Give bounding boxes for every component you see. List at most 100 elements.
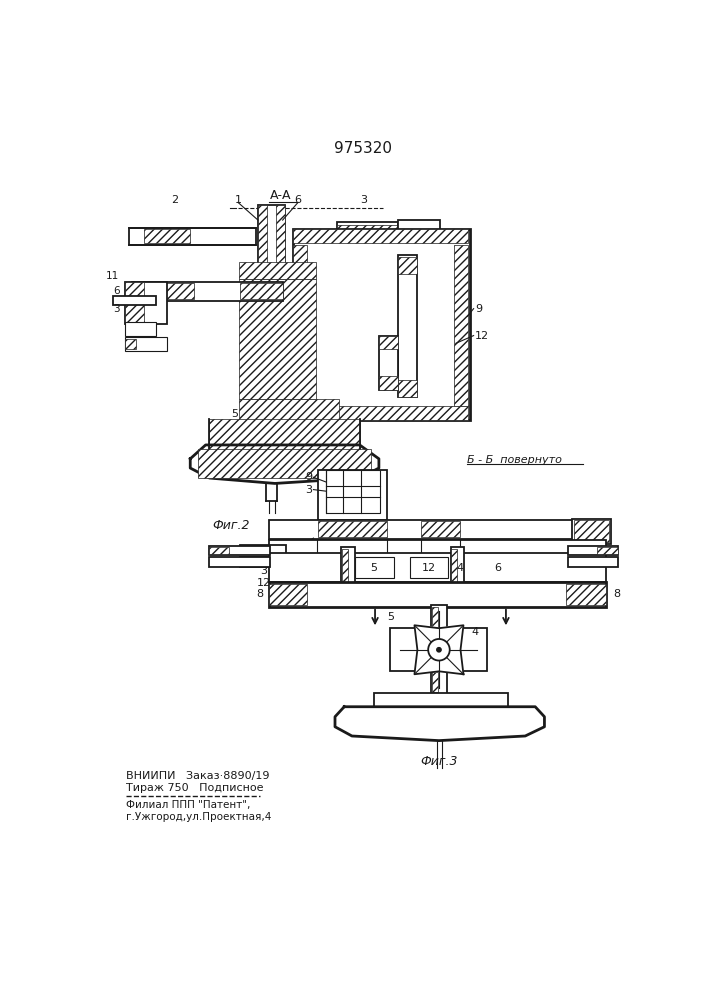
Text: 4: 4 (472, 627, 479, 637)
Circle shape (428, 639, 450, 661)
Text: 9: 9 (475, 304, 482, 314)
Circle shape (437, 647, 441, 652)
Bar (572, 519, 611, 544)
Bar (269, 582, 606, 607)
Bar (398, 249, 439, 257)
Bar (431, 605, 447, 628)
Text: 11: 11 (106, 271, 119, 281)
Text: Филиал ППП "Патент",: Филиал ППП "Патент", (127, 800, 251, 810)
Bar (398, 220, 440, 259)
Bar (144, 229, 190, 243)
Bar (258, 205, 285, 436)
Text: 4: 4 (295, 409, 302, 419)
Text: Б - Б  повернуто: Б - Б повернуто (467, 455, 562, 465)
Text: 4: 4 (456, 563, 463, 573)
Bar (125, 282, 167, 324)
Text: 12: 12 (475, 331, 489, 341)
Bar (379, 336, 398, 389)
Polygon shape (414, 625, 464, 674)
Bar (432, 607, 438, 627)
Bar (337, 225, 398, 237)
Bar (269, 584, 308, 605)
Text: 6: 6 (495, 563, 502, 573)
Text: 3: 3 (305, 485, 312, 495)
Bar (269, 553, 606, 582)
Bar (379, 336, 398, 349)
Text: 9: 9 (305, 472, 312, 482)
Bar (240, 283, 283, 299)
Bar (209, 419, 360, 459)
Bar (318, 470, 387, 520)
Bar (421, 521, 460, 537)
Bar (240, 557, 286, 567)
Bar (276, 205, 285, 436)
Bar (269, 540, 606, 554)
Text: 5: 5 (231, 409, 238, 419)
Text: 5: 5 (387, 612, 394, 622)
Bar (432, 672, 438, 692)
Bar (239, 279, 316, 399)
Bar (132, 283, 194, 299)
Bar (450, 547, 464, 590)
Bar (597, 547, 618, 554)
Bar (240, 545, 286, 554)
Bar (293, 406, 468, 420)
Text: 3: 3 (360, 195, 367, 205)
Bar (398, 257, 417, 274)
Text: 3: 3 (113, 304, 119, 314)
Bar (573, 520, 609, 542)
Bar (239, 262, 316, 279)
Bar (125, 337, 167, 351)
Text: 1: 1 (303, 540, 309, 550)
Bar (409, 557, 448, 578)
Bar (342, 549, 348, 588)
Bar (326, 470, 380, 513)
Bar (455, 245, 468, 406)
Text: 6: 6 (561, 540, 568, 550)
Bar (379, 376, 398, 389)
Bar (568, 546, 618, 555)
Bar (451, 549, 457, 588)
Bar (269, 520, 606, 539)
Bar (258, 205, 267, 436)
Bar (398, 255, 417, 397)
Bar (209, 547, 229, 554)
Bar (293, 229, 468, 243)
Text: ВНИИПИ   Заказ·8890/19: ВНИИПИ Заказ·8890/19 (127, 771, 270, 781)
Text: Фиг.3: Фиг.3 (420, 755, 457, 768)
Text: 3: 3 (260, 566, 267, 576)
Text: 12: 12 (257, 578, 271, 588)
Bar (337, 222, 398, 249)
Text: 975320: 975320 (334, 141, 392, 156)
Bar (293, 229, 469, 420)
Text: 5: 5 (370, 563, 377, 573)
Bar (568, 557, 618, 567)
Polygon shape (335, 707, 544, 741)
Bar (398, 380, 417, 397)
Bar (341, 547, 355, 590)
Bar (240, 559, 256, 565)
Bar (293, 245, 307, 406)
Bar (373, 693, 508, 707)
Bar (125, 322, 156, 336)
Bar (566, 584, 606, 605)
Bar (125, 282, 144, 324)
Text: г.Ужгород,ул.Проектная,4: г.Ужгород,ул.Проектная,4 (127, 812, 271, 822)
Bar (239, 399, 339, 420)
Bar (198, 449, 371, 478)
Text: А-А: А-А (270, 189, 292, 202)
Bar (355, 557, 394, 578)
Bar (390, 628, 486, 671)
Text: 6: 6 (295, 195, 302, 205)
Bar (209, 546, 269, 555)
Text: 8: 8 (256, 589, 264, 599)
Text: 1: 1 (235, 195, 242, 205)
Text: 6: 6 (113, 286, 119, 296)
Bar (431, 671, 447, 694)
Bar (125, 339, 136, 349)
Polygon shape (190, 445, 379, 483)
Text: Фиг.2: Фиг.2 (212, 519, 250, 532)
Text: 8: 8 (614, 589, 621, 599)
Bar (337, 237, 398, 247)
Text: 12: 12 (422, 563, 436, 573)
